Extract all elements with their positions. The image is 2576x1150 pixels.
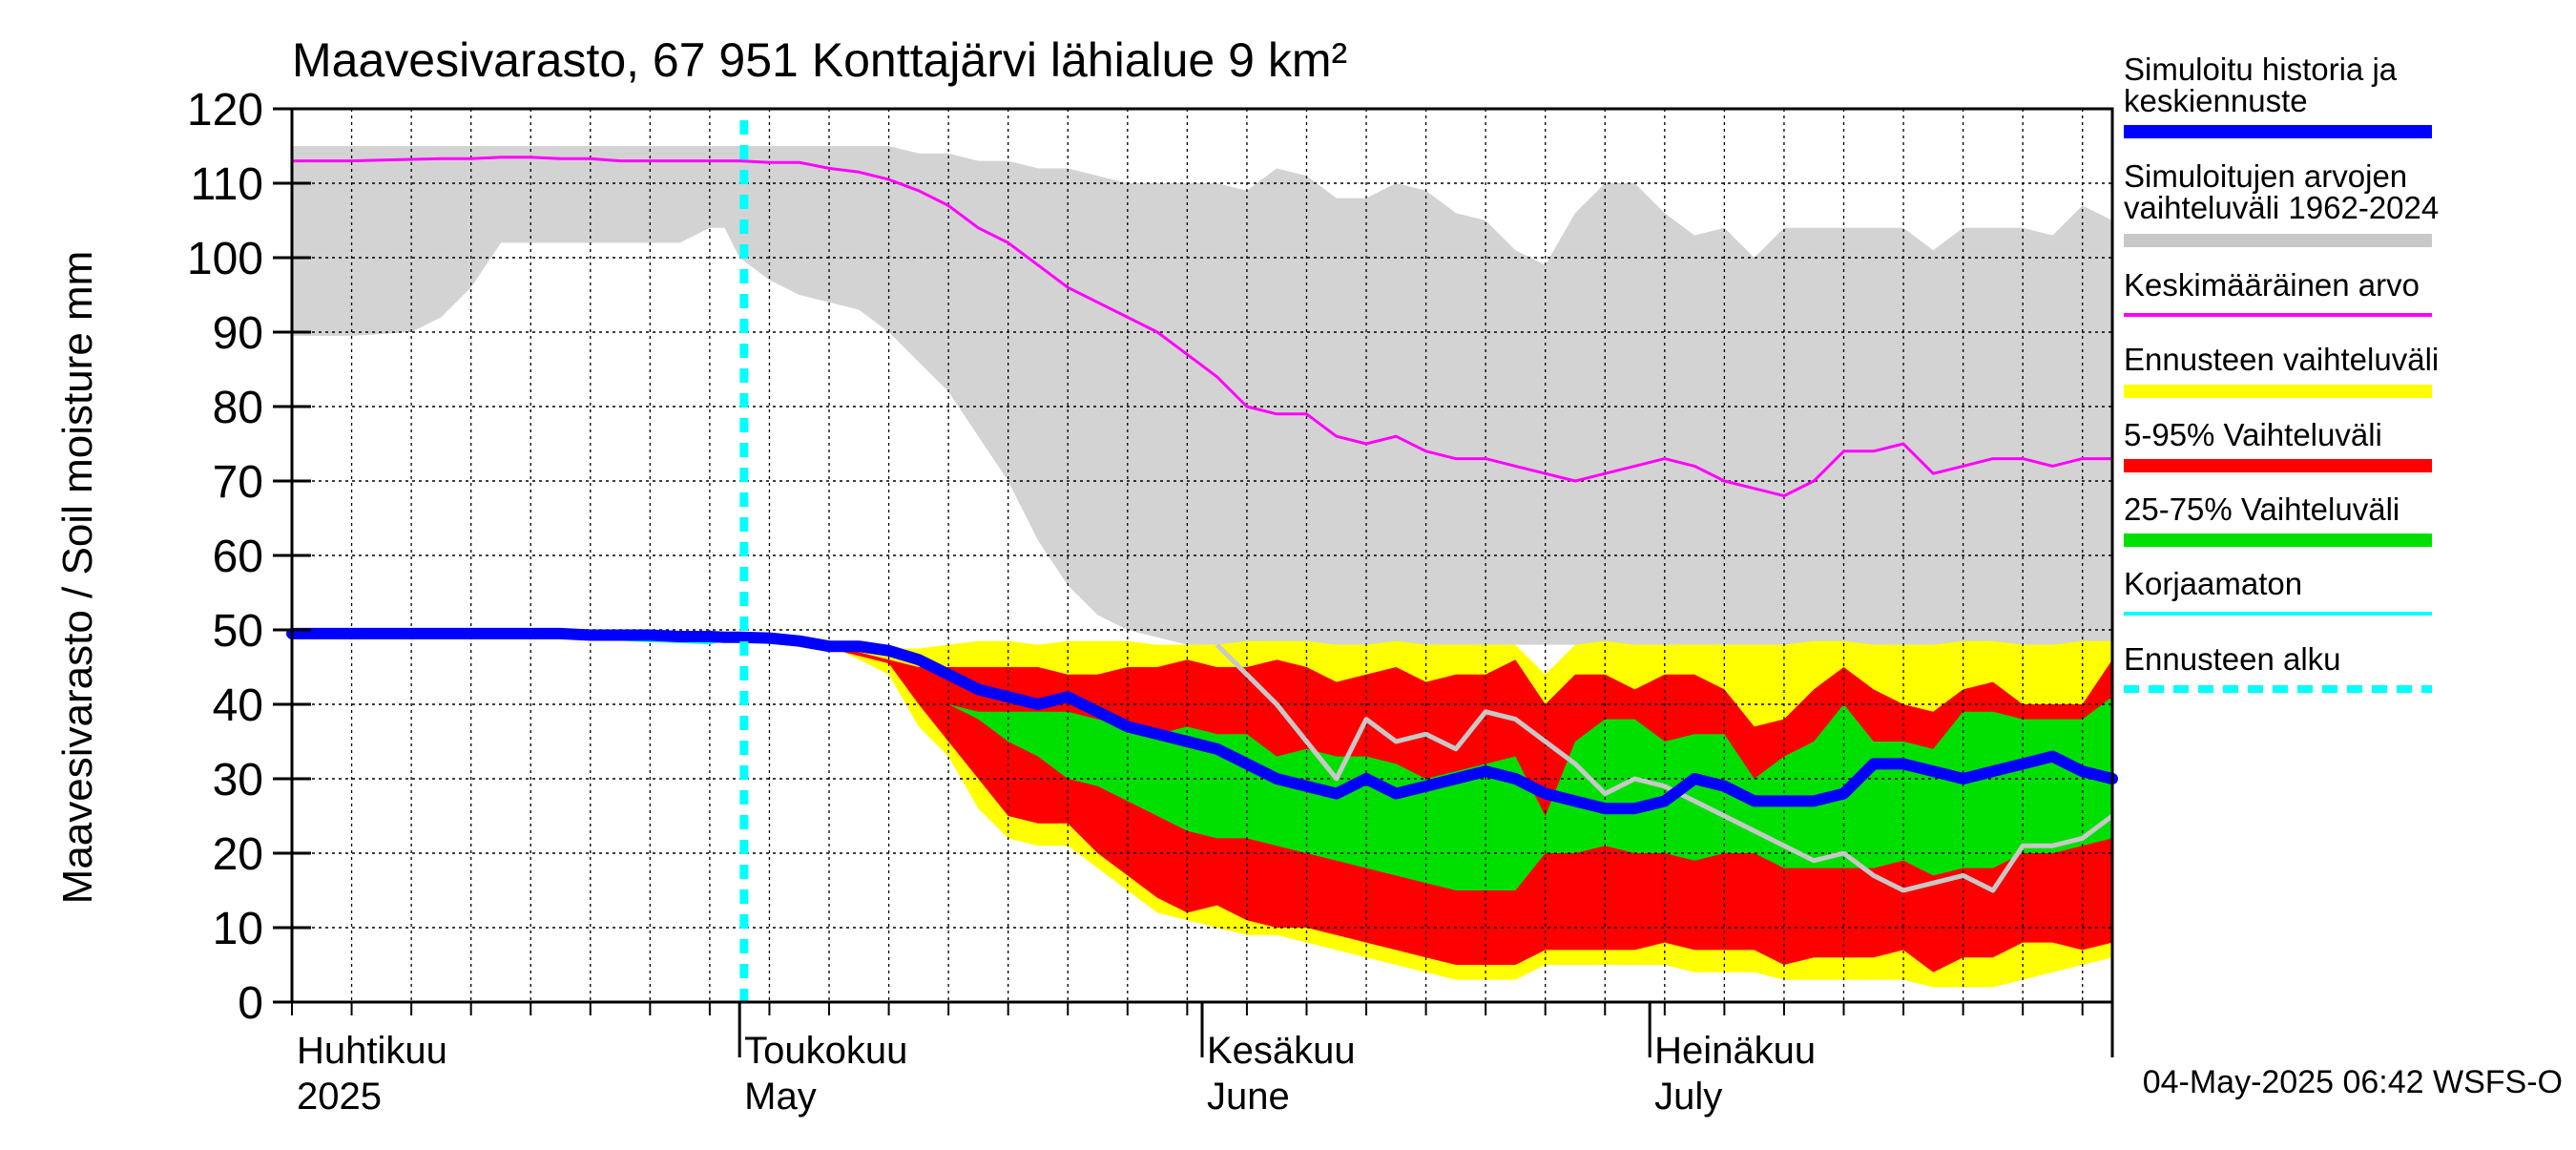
legend-item: Keskimääräinen arvo — [2124, 267, 2432, 317]
y-tick-label: 90 — [213, 308, 263, 359]
y-tick-label: 110 — [190, 159, 263, 210]
y-tick-label: 10 — [213, 904, 263, 954]
legend-label: 5-95% Vaihteluväli — [2124, 417, 2382, 452]
legend-label: Ennusteen alku — [2124, 641, 2341, 677]
month-label-en: July — [1654, 1076, 1722, 1118]
month-label-fi: Huhtikuu — [297, 1030, 447, 1072]
historical-sample-line — [1215, 642, 2114, 893]
legend-label: 25-75% Vaihteluväli — [2124, 491, 2399, 527]
y-tick-label: 0 — [238, 978, 263, 1029]
labels-layer: Maavesivarasto, 67 951 Konttajärvi lähia… — [54, 33, 2563, 1100]
legend-label-line: Simuloitu historia ja — [2124, 52, 2398, 87]
y-tick-label: 120 — [187, 85, 263, 136]
historical-range-band — [292, 146, 2112, 645]
legend-item: Ennusteen vaihteluväli — [2124, 342, 2439, 398]
legend-label-line: keskiennuste — [2124, 83, 2308, 118]
p25-75-band — [292, 633, 2112, 890]
legend-item: 5-95% Vaihteluväli — [2124, 417, 2432, 472]
mean-value-line — [292, 156, 2112, 498]
month-label-fi: Toukokuu — [744, 1030, 907, 1072]
y-tick-label: 20 — [213, 829, 263, 880]
grid-layer — [292, 109, 2112, 1002]
axes-layer: 0 10 20 30 40 50 60 70 80 90 100 110 120 Huhtikuu2025… — [187, 85, 2114, 1118]
y-tick-label: 70 — [213, 457, 263, 508]
series-lines-layer — [286, 120, 2118, 1002]
y-axis-label: Maavesivarasto / Soil moisture mm — [54, 251, 101, 905]
legend-label-line: vaihteluväli 1962-2024 — [2124, 190, 2439, 225]
month-label-en: 2025 — [297, 1076, 382, 1118]
timestamp-label: 04-May-2025 06:42 WSFS-O — [2143, 1064, 2563, 1100]
historical-range-layer — [292, 146, 2112, 645]
y-tick-label: 30 — [213, 755, 263, 805]
y-tick-label: 50 — [213, 606, 263, 657]
y-tick-label: 60 — [213, 532, 263, 582]
median-forecast-line — [286, 627, 2118, 815]
y-tick-label: 100 — [187, 234, 263, 284]
forecast-bands-layer — [292, 633, 2112, 988]
chart-title: Maavesivarasto, 67 951 Konttajärvi lähia… — [292, 33, 1347, 87]
legend-item: 25-75% Vaihteluväli — [2124, 491, 2432, 547]
month-label-fi: Heinäkuu — [1654, 1030, 1816, 1072]
legend-label-line: Simuloitujen arvojen — [2124, 158, 2407, 194]
legend-label: Korjaamaton — [2124, 566, 2302, 601]
legend-item: Korjaamaton — [2124, 566, 2432, 616]
y-tick-label: 40 — [213, 680, 263, 731]
legend-item: Ennusteen alku — [2124, 641, 2432, 693]
month-label-en: May — [744, 1076, 817, 1118]
month-label-en: June — [1207, 1076, 1290, 1118]
y-tick-label: 80 — [213, 383, 263, 433]
legend-label: Keskimääräinen arvo — [2124, 267, 2420, 303]
legend: Simuloitu historia jakeskiennusteSimuloi… — [2124, 52, 2439, 693]
month-label-fi: Kesäkuu — [1207, 1030, 1356, 1072]
legend-label: Ennusteen vaihteluväli — [2124, 342, 2439, 377]
